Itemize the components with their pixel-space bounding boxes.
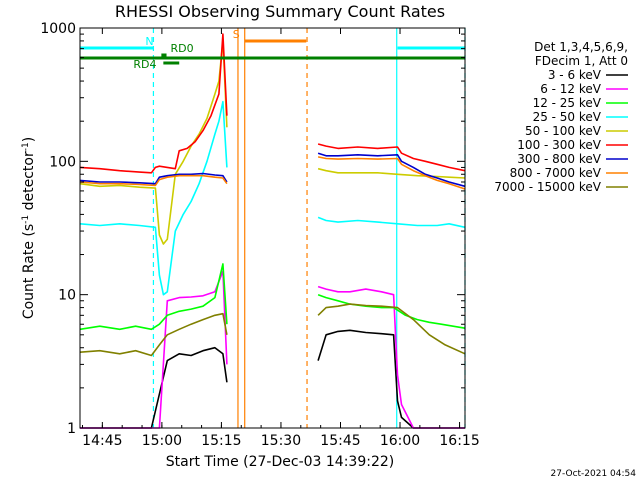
x-tick-label-4: 15:45	[320, 433, 360, 449]
y-axis-label-part2: detector	[21, 151, 37, 215]
y-tick-label-0: 1	[67, 421, 76, 437]
legend-header-line-2: FDecim 1, Att 0	[535, 54, 628, 68]
x-tick-label-6: 16:15	[439, 433, 479, 449]
x-tick-label-3: 15:30	[261, 433, 301, 449]
x-tick-label-1: 15:00	[142, 433, 182, 449]
y-axis-label: Count Rate (s-1 detector-1)	[21, 137, 37, 319]
y-tick-label-2: 100	[49, 154, 76, 170]
state-label-2: RD4	[133, 58, 156, 71]
state-label-3: RD0	[171, 42, 194, 55]
plot-frame	[79, 27, 466, 429]
x-axis-label: Start Time (27-Dec-03 14:39:22)	[166, 454, 394, 470]
x-tick-label-2: 15:15	[201, 433, 241, 449]
x-tick-label-5: 16:00	[380, 433, 420, 449]
legend-header-line-1: Det 1,3,4,5,6,9,	[534, 40, 628, 54]
series-line-3	[79, 100, 466, 296]
legend-label-7: 800 - 7000 keV	[510, 166, 602, 180]
legend-label-3: 25 - 50 keV	[533, 110, 602, 124]
legend-label-8: 7000 - 15000 keV	[494, 180, 601, 194]
plot-area: N RD4 RD0 S	[79, 28, 466, 429]
series-line-6	[79, 152, 466, 188]
state-label-4: S	[233, 28, 240, 41]
series-line-7	[79, 156, 466, 190]
legend: Det 1,3,4,5,6,9, FDecim 1, Att 0 3 - 6 k…	[494, 40, 628, 194]
series-line-8	[79, 303, 466, 357]
y-tick-label-3: 1000	[40, 21, 76, 37]
state-label-0: N	[145, 35, 153, 48]
y-tick-label-1: 10	[58, 288, 76, 304]
x-axis: 14:45 15:00 15:15 15:30 15:45 16:00 16:15	[82, 28, 480, 449]
legend-label-5: 100 - 300 keV	[517, 138, 601, 152]
footer-timestamp: 27-Oct-2021 04:54	[551, 469, 637, 479]
y-axis-label-part3: )	[21, 137, 37, 142]
y-axis-label-sup2: -1	[21, 142, 31, 151]
legend-label-0: 3 - 6 keV	[548, 68, 602, 82]
legend-label-6: 300 - 800 keV	[517, 152, 601, 166]
x-tick-label-0: 14:45	[82, 433, 122, 449]
legend-label-2: 12 - 25 keV	[533, 96, 602, 110]
y-axis: 1 10 100 1000	[40, 21, 465, 437]
series-line-5	[79, 33, 466, 174]
chart-title: RHESSI Observing Summary Count Rates	[115, 2, 445, 21]
y-axis-label-part1: Count Rate (s	[21, 224, 37, 319]
y-axis-label-sup1: -1	[21, 215, 31, 224]
legend-label-4: 50 - 100 keV	[525, 124, 602, 138]
legend-label-1: 6 - 12 keV	[540, 82, 602, 96]
